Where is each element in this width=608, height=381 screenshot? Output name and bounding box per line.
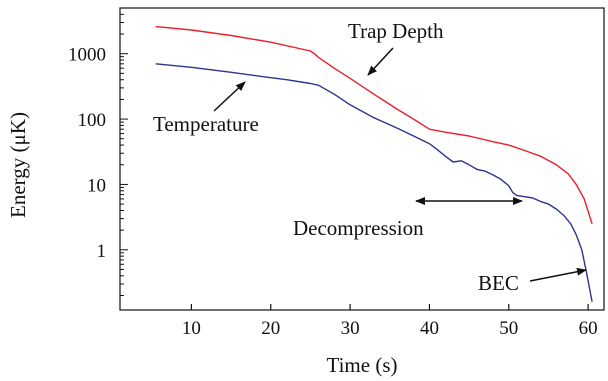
x-tick-label: 60 xyxy=(579,318,598,339)
y-axis-ticks: 1 10 100 1000 xyxy=(68,7,128,296)
temperature-line xyxy=(155,63,593,302)
temperature-arrow xyxy=(213,81,246,112)
x-tick-label: 50 xyxy=(499,318,518,339)
y-tick-label: 1000 xyxy=(68,45,106,66)
x-tick-label: 30 xyxy=(341,318,360,339)
annotation-trap-depth: Trap Depth xyxy=(348,19,444,43)
y-tick-label: 1 xyxy=(97,241,107,262)
y-tick-label: 100 xyxy=(78,110,107,131)
bec-arrow xyxy=(529,267,587,282)
series-layer xyxy=(155,25,593,302)
x-axis-title: Time (s) xyxy=(327,353,398,377)
y-axis-title: Energy (μK) xyxy=(6,112,30,218)
y-tick-label: 10 xyxy=(87,175,106,196)
annotation-bec: BEC xyxy=(478,271,519,295)
trap-depth-line xyxy=(155,25,593,225)
trap-depth-arrow xyxy=(367,47,394,76)
annotation-temperature: Temperature xyxy=(153,112,259,136)
x-tick-label: 20 xyxy=(261,318,280,339)
x-tick-label: 40 xyxy=(420,318,439,339)
plot-frame xyxy=(119,7,605,311)
x-tick-label: 10 xyxy=(182,318,201,339)
x-axis-ticks: 10 20 30 40 50 60 xyxy=(182,304,598,339)
annotation-decompression: Decompression xyxy=(293,216,424,240)
